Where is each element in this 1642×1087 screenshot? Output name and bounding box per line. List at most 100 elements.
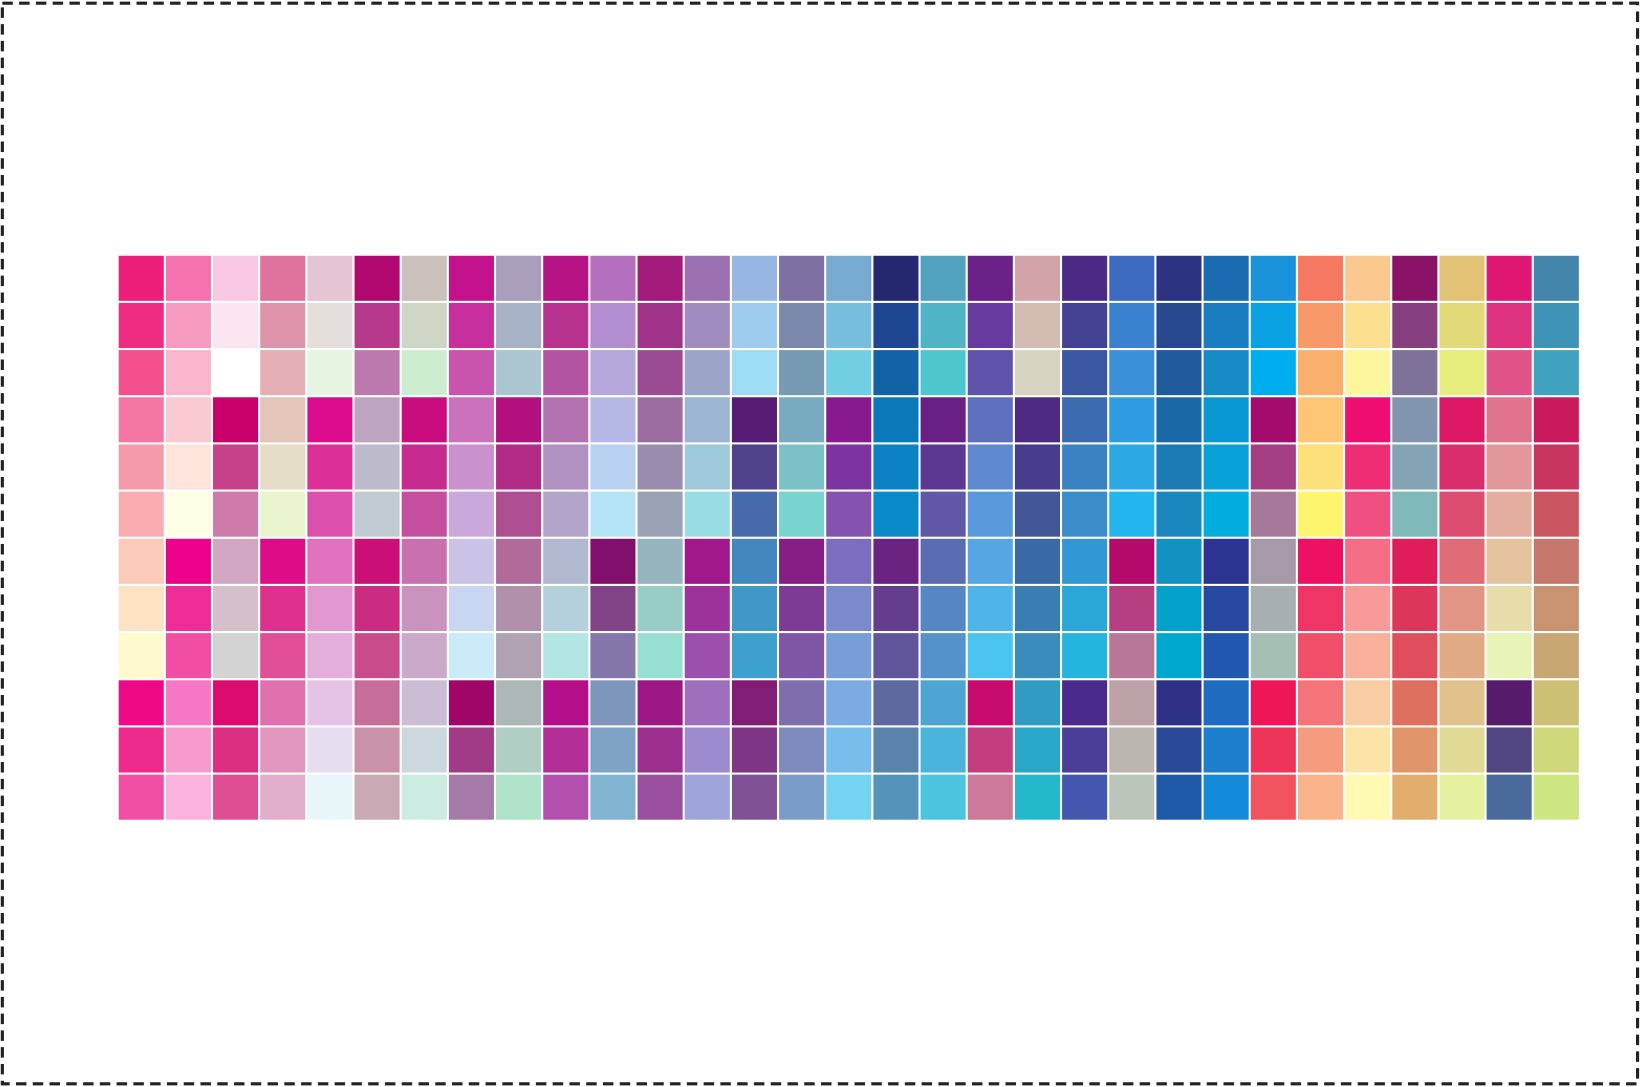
swatch [1533,255,1579,301]
swatch-grid [118,255,1579,820]
swatch [920,444,966,490]
swatch [260,350,306,396]
swatch [118,397,164,443]
swatch [165,302,211,349]
swatch [260,397,306,443]
swatch [1345,491,1391,537]
swatch [448,538,494,584]
swatch [165,633,211,679]
swatch [684,302,730,349]
swatch [920,680,966,726]
swatch [260,774,306,820]
swatch [590,397,636,443]
swatch [118,491,164,537]
swatch [1156,255,1202,301]
swatch [826,633,872,679]
swatch [637,302,683,349]
swatch [118,633,164,679]
swatch [165,680,211,726]
swatch [401,585,447,632]
swatch [731,774,777,820]
swatch [873,680,919,726]
swatch [354,585,400,632]
swatch [1533,774,1579,820]
swatch [1062,302,1108,349]
swatch [401,633,447,679]
swatch [590,350,636,396]
swatch [1486,538,1532,584]
swatch [1156,633,1202,679]
swatch [118,302,164,349]
swatch [779,538,825,584]
swatch [1014,585,1060,632]
swatch [1297,255,1344,301]
swatch [1439,774,1485,820]
swatch [1345,774,1391,820]
swatch [1109,491,1155,537]
swatch [731,302,777,349]
swatch [307,397,353,443]
swatch [496,774,542,820]
swatch [1014,680,1060,726]
swatch [1109,585,1155,632]
swatch [684,727,730,773]
swatch [1203,774,1249,820]
swatch [1109,255,1155,301]
swatch [1062,585,1108,632]
swatch [1345,538,1391,584]
swatch [307,255,353,301]
swatch [1156,727,1202,773]
swatch [260,255,306,301]
swatch [213,585,259,632]
swatch [873,397,919,443]
swatch [1486,255,1532,301]
swatch [1345,727,1391,773]
swatch [1392,302,1438,349]
swatch [731,491,777,537]
swatch [1014,397,1060,443]
swatch [590,255,636,301]
swatch [260,680,306,726]
swatch [731,538,777,584]
swatch [1439,727,1485,773]
swatch [967,302,1013,349]
swatch [448,680,494,726]
swatch [260,585,306,632]
swatch [1062,350,1108,396]
swatch [1062,680,1108,726]
swatch [1392,774,1438,820]
swatch [779,633,825,679]
swatch [213,774,259,820]
swatch [1014,538,1060,584]
swatch [165,774,211,820]
swatch [1156,350,1202,396]
swatch [1014,444,1060,490]
swatch [684,491,730,537]
swatch [543,727,589,773]
swatch [213,727,259,773]
swatch [496,491,542,537]
swatch [401,680,447,726]
swatch [1062,727,1108,773]
swatch [826,444,872,490]
swatch [165,255,211,301]
swatch [1014,633,1060,679]
swatch [590,727,636,773]
swatch [118,774,164,820]
swatch [826,680,872,726]
swatch [1533,585,1579,632]
swatch [967,350,1013,396]
swatch [496,585,542,632]
swatch [1533,680,1579,726]
swatch [354,255,400,301]
swatch [1439,680,1485,726]
swatch [401,774,447,820]
swatch [213,302,259,349]
swatch [1062,633,1108,679]
swatch [1486,680,1532,726]
swatch [354,633,400,679]
swatch [1533,727,1579,773]
swatch [590,585,636,632]
swatch [448,491,494,537]
